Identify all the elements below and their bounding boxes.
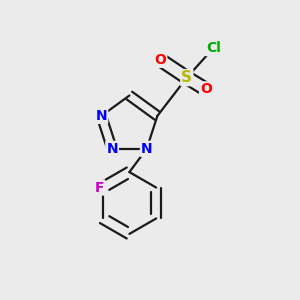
Text: S: S: [181, 70, 192, 85]
Text: N: N: [96, 109, 107, 123]
Text: O: O: [154, 53, 166, 67]
Text: F: F: [95, 181, 104, 194]
Text: Cl: Cl: [206, 41, 221, 55]
Text: N: N: [141, 142, 152, 156]
Text: N: N: [106, 142, 118, 156]
Text: O: O: [200, 82, 212, 96]
